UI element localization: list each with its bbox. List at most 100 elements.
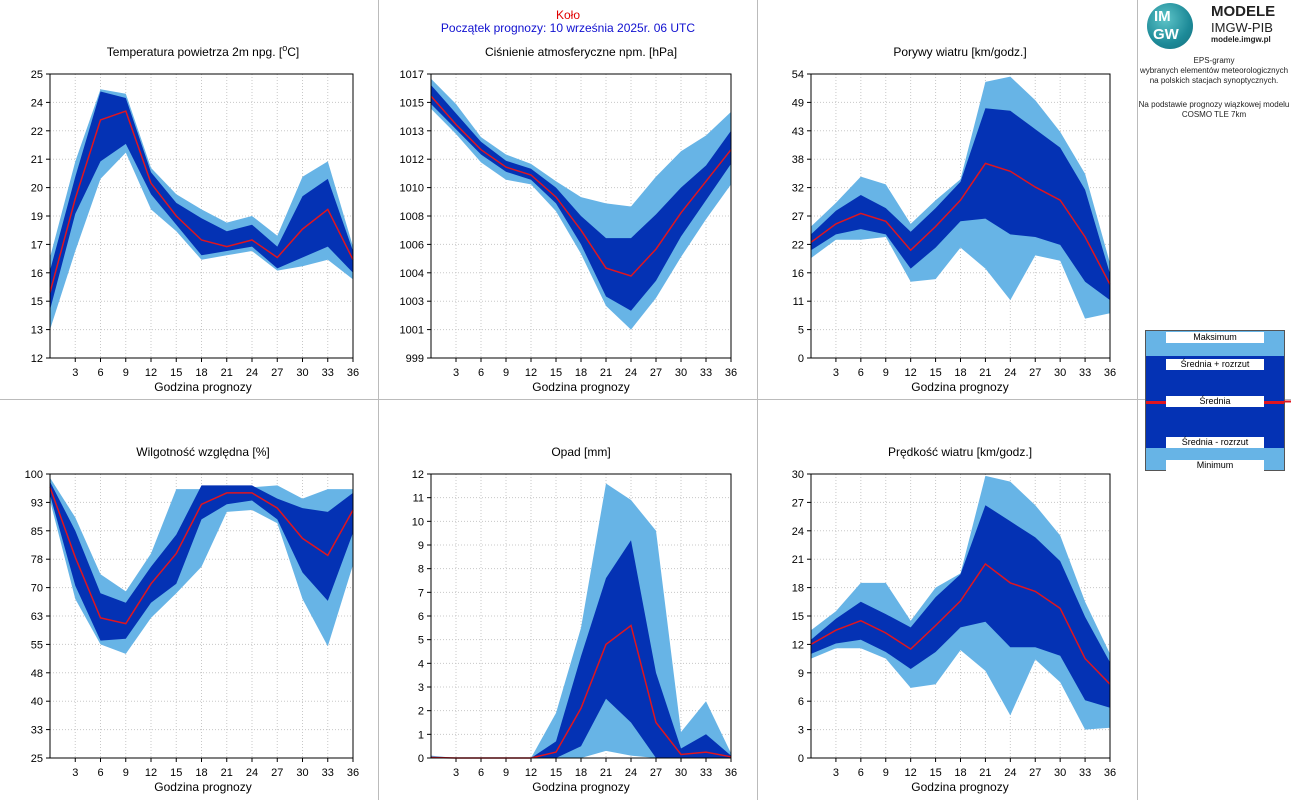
y-tick-label: 54: [792, 69, 804, 81]
x-tick-label: 18: [954, 367, 966, 379]
y-tick-label: 11: [413, 493, 424, 505]
x-tick-label: 24: [625, 767, 637, 779]
plot-border: [49, 473, 354, 759]
info-line: na polskich stacjach synoptycznych.: [1149, 76, 1279, 85]
plot-border: [810, 473, 1111, 759]
y-tick-label: 15: [792, 611, 804, 623]
x-axis-label: Godzina prognozy: [154, 780, 251, 794]
y-tick-label: 9: [798, 668, 804, 680]
x-tick-label: 9: [123, 767, 129, 779]
x-tick-label: 30: [675, 767, 687, 779]
mean-line: [49, 110, 354, 293]
x-tick-label: 21: [600, 367, 612, 379]
info-line: wybranych elementów meteorologicznych: [1139, 66, 1289, 75]
x-tick-label: 33: [1079, 767, 1091, 779]
x-tick-label: 18: [195, 767, 207, 779]
y-tick-label: 4: [418, 658, 424, 670]
y-tick-label: 1017: [400, 69, 424, 81]
info-line: COSMO TLE 7km: [1181, 110, 1247, 119]
y-tick-label: 3: [798, 725, 804, 737]
y-tick-label: 6: [418, 611, 424, 623]
y-tick-label: 2: [418, 706, 424, 718]
x-tick-label: 6: [858, 767, 864, 779]
y-tick-label: 24: [792, 526, 804, 538]
y-tick-label: 1003: [400, 296, 424, 308]
x-tick-label: 6: [478, 367, 484, 379]
x-tick-label: 27: [271, 367, 283, 379]
y-tick-label: 22: [31, 126, 43, 138]
x-axis-label: Godzina prognozy: [911, 380, 1008, 394]
plot-border: [49, 73, 354, 359]
x-tick-label: 30: [296, 767, 308, 779]
x-tick-label: 33: [700, 367, 712, 379]
x-tick-label: 30: [296, 367, 308, 379]
x-tick-label: 33: [1079, 367, 1091, 379]
y-tick-label: 85: [31, 526, 43, 538]
y-tick-label: 1006: [400, 239, 424, 251]
y-tick-label: 12: [792, 639, 804, 651]
y-tick-label: 25: [31, 69, 43, 81]
y-tick-label: 25: [31, 753, 43, 765]
x-tick-label: 27: [271, 767, 283, 779]
x-tick-label: 21: [979, 367, 991, 379]
x-tick-label: 18: [195, 367, 207, 379]
y-tick-label: 999: [406, 353, 424, 365]
y-tick-label: 9: [418, 540, 424, 552]
logo-subtitle: IMGW-PIB: [1211, 20, 1273, 35]
x-tick-label: 36: [725, 367, 737, 379]
chart-title: Wilgotność względna [%]: [136, 445, 269, 459]
x-tick-label: 21: [221, 767, 233, 779]
band-min-max: [50, 89, 353, 330]
y-tick-label: 20: [31, 183, 43, 195]
y-tick-label: 12: [412, 469, 424, 481]
chart-title: Prędkość wiatru [km/godz.]: [888, 445, 1032, 459]
y-tick-label: 49: [792, 97, 804, 109]
y-tick-label: 16: [792, 268, 804, 280]
y-tick-label: 1004: [400, 268, 424, 280]
x-tick-label: 15: [929, 367, 941, 379]
forecast-start: Początek prognozy: 10 września 2025r. 06…: [440, 21, 696, 35]
x-tick-label: 3: [833, 367, 839, 379]
y-tick-label: 78: [31, 554, 43, 566]
y-tick-label: 0: [798, 353, 804, 365]
y-tick-label: 32: [792, 183, 804, 195]
x-tick-label: 18: [575, 367, 587, 379]
x-tick-label: 27: [650, 367, 662, 379]
x-tick-label: 15: [170, 767, 182, 779]
legend-label-mean: Średnia: [1166, 396, 1264, 407]
y-tick-label: 40: [31, 696, 43, 708]
y-tick-label: 0: [418, 753, 424, 765]
y-tick-label: 17: [31, 239, 43, 251]
x-tick-label: 27: [1029, 367, 1041, 379]
chart-panel-4: Wilgotność względna [%]25334048556370788…: [25, 445, 359, 794]
mean-line: [430, 95, 732, 277]
x-tick-label: 36: [1104, 367, 1116, 379]
y-tick-label: 5: [798, 325, 804, 337]
x-tick-label: 9: [503, 367, 509, 379]
chart-title: Ciśnienie atmosferyczne npm. [hPa]: [485, 45, 677, 59]
x-axis-label: Godzina prognozy: [154, 380, 251, 394]
y-tick-label: 48: [31, 668, 43, 680]
band-spread: [811, 505, 1110, 708]
x-tick-label: 24: [1004, 367, 1016, 379]
x-axis-label: Godzina prognozy: [532, 780, 629, 794]
x-tick-label: 33: [700, 767, 712, 779]
x-tick-label: 18: [954, 767, 966, 779]
y-tick-label: 15: [31, 296, 43, 308]
x-tick-label: 12: [525, 367, 537, 379]
x-tick-label: 12: [905, 367, 917, 379]
x-tick-label: 15: [170, 367, 182, 379]
y-tick-label: 30: [792, 469, 804, 481]
x-tick-label: 30: [1054, 367, 1066, 379]
y-tick-label: 5: [418, 635, 424, 647]
x-tick-label: 36: [1104, 767, 1116, 779]
x-tick-label: 27: [1029, 767, 1041, 779]
x-tick-label: 9: [883, 767, 889, 779]
y-tick-label: 22: [792, 239, 804, 251]
x-tick-label: 33: [322, 367, 334, 379]
y-tick-label: 10: [412, 516, 424, 528]
legend: Maksimum Średnia + rozrzut Średnia Średn…: [1145, 330, 1285, 471]
y-tick-label: 100: [25, 469, 43, 481]
info-description: EPS-gramy wybranych elementów meteorolog…: [1137, 56, 1291, 86]
chart-panel-2: Ciśnienie atmosferyczne npm. [hPa] 999 100…: [400, 45, 738, 394]
